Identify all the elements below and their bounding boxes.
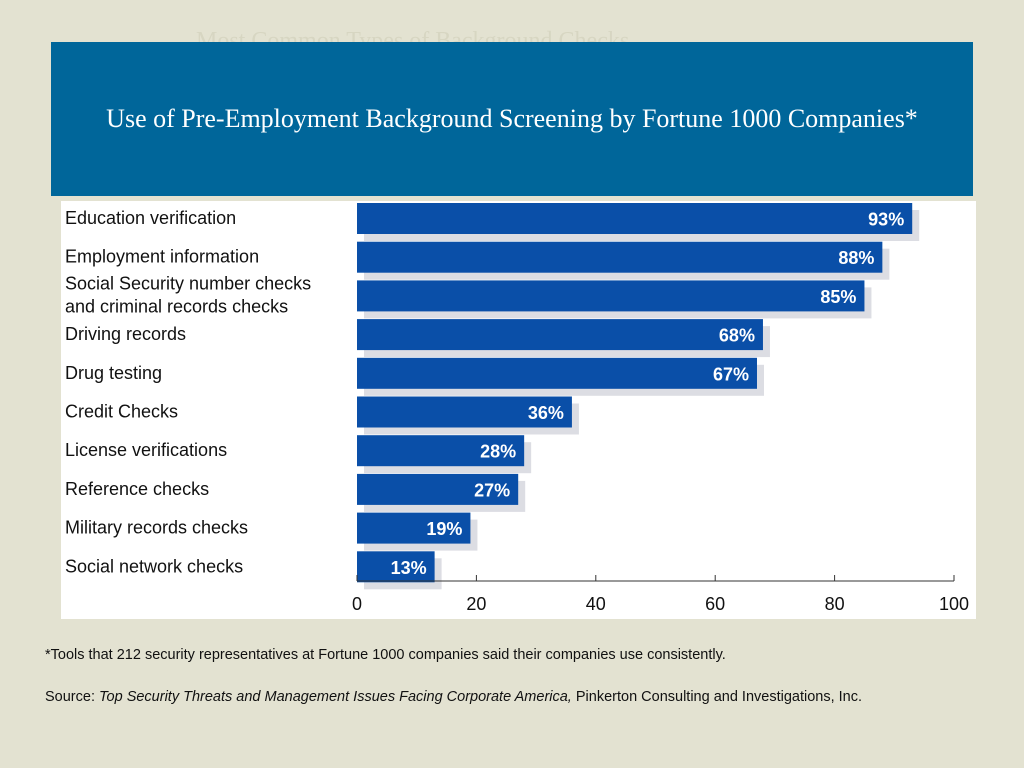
category-label: Social network checks bbox=[65, 556, 243, 576]
bar bbox=[357, 241, 883, 273]
bar-value-label: 85% bbox=[820, 287, 856, 307]
x-tick-label: 60 bbox=[705, 594, 725, 614]
category-label: Military records checks bbox=[65, 518, 248, 538]
category-label: Social Security number checks and crimina… bbox=[65, 273, 311, 316]
bar-value-label: 93% bbox=[868, 210, 904, 230]
chart-panel: 93% Education verification 88% Employment i… bbox=[61, 201, 976, 619]
footnote: *Tools that 212 security representatives… bbox=[45, 647, 726, 663]
x-tick-label: 100 bbox=[939, 594, 969, 614]
category-label: Employment information bbox=[65, 247, 259, 267]
category-label: Credit Checks bbox=[65, 402, 178, 422]
bar-value-label: 88% bbox=[838, 248, 874, 268]
source-citation: Source: Top Security Threats and Managem… bbox=[45, 689, 862, 705]
bar-value-label: 68% bbox=[719, 326, 755, 346]
bar-value-label: 13% bbox=[391, 558, 427, 578]
category-label: License verifications bbox=[65, 440, 227, 460]
category-label: Drug testing bbox=[65, 363, 162, 383]
bar bbox=[357, 473, 519, 505]
bar-value-label: 36% bbox=[528, 403, 564, 423]
bar bbox=[357, 357, 757, 389]
x-tick-label: 0 bbox=[352, 594, 362, 614]
x-tick-label: 80 bbox=[825, 594, 845, 614]
x-tick-label: 40 bbox=[586, 594, 606, 614]
category-label: Driving records bbox=[65, 324, 186, 344]
source-org: Pinkerton Consulting and Investigations,… bbox=[575, 689, 863, 705]
category-label: Education verification bbox=[65, 208, 236, 228]
bar bbox=[357, 319, 763, 351]
category-label: Reference checks bbox=[65, 479, 209, 499]
bar-value-label: 19% bbox=[426, 519, 462, 539]
bar-value-label: 27% bbox=[474, 480, 510, 500]
x-tick-label: 20 bbox=[466, 594, 486, 614]
bar bbox=[357, 435, 525, 467]
source-prefix: Source: bbox=[45, 689, 95, 705]
bar-value-label: 67% bbox=[713, 364, 749, 384]
bar bbox=[357, 203, 913, 234]
bar bbox=[357, 512, 471, 544]
bar-chart: 93% Education verification 88% Employment i… bbox=[65, 203, 969, 614]
bar-value-label: 28% bbox=[480, 442, 516, 462]
title-panel: Use of Pre-Employment Background Screeni… bbox=[51, 42, 973, 196]
bar bbox=[357, 280, 865, 312]
chart-title: Use of Pre-Employment Background Screeni… bbox=[106, 104, 918, 133]
bar bbox=[357, 396, 572, 428]
bar bbox=[357, 551, 435, 583]
source-title: Top Security Threats and Management Issu… bbox=[99, 689, 572, 705]
